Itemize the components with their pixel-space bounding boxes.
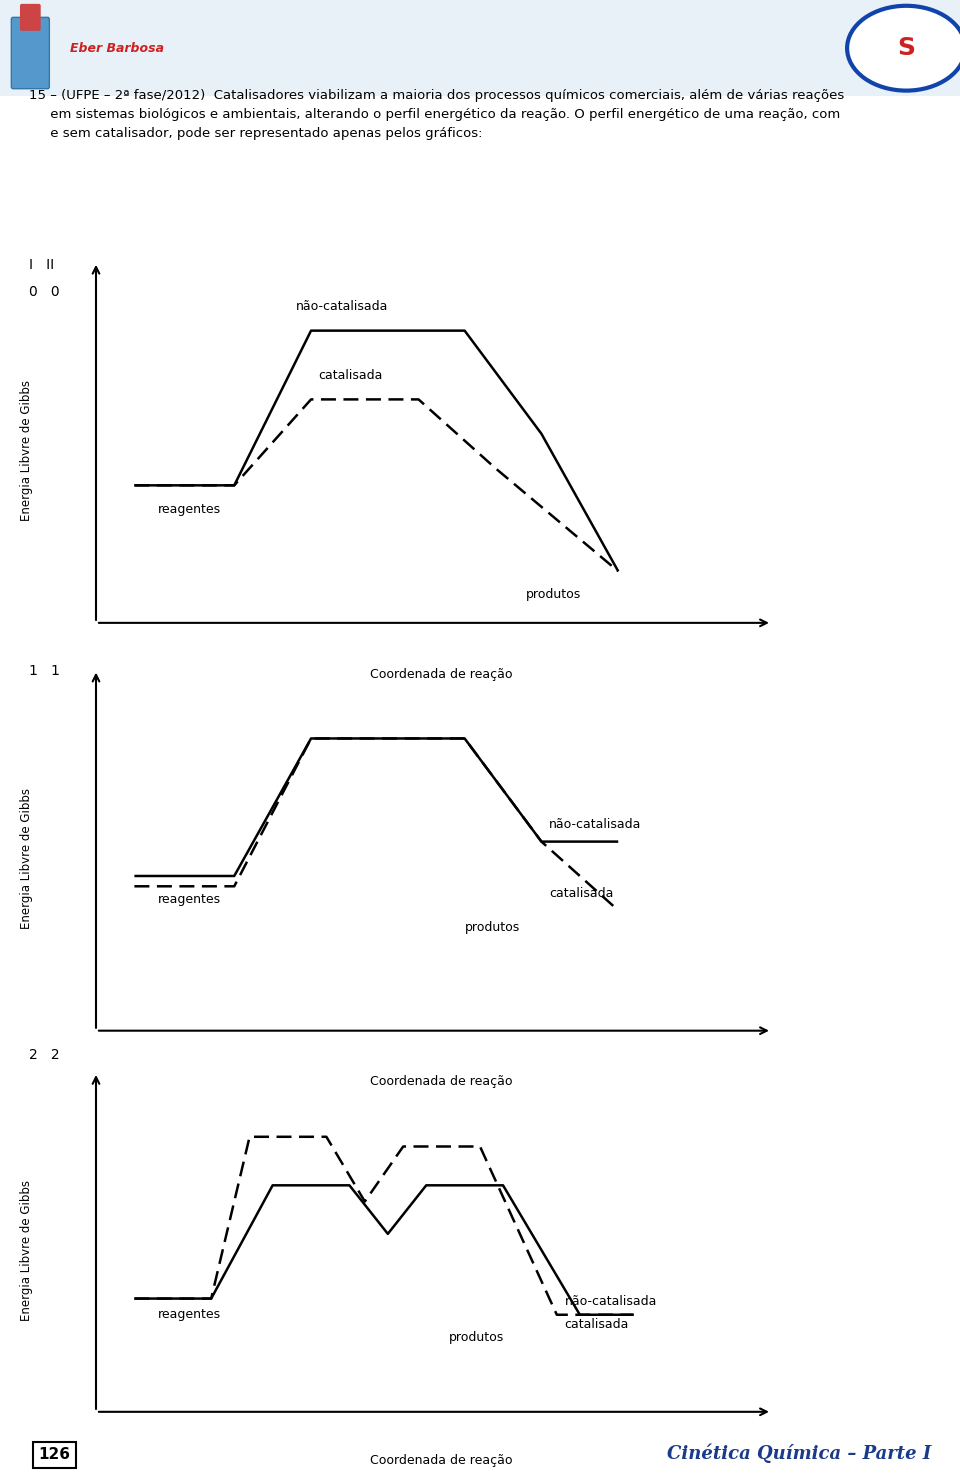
Text: 126: 126 xyxy=(38,1447,70,1462)
Text: produtos: produtos xyxy=(526,589,582,602)
Text: catalisada: catalisada xyxy=(319,369,383,383)
Text: Eber Barbosa: Eber Barbosa xyxy=(70,42,164,55)
Text: 15 – (UFPE – 2ª fase/2012)  Catalisadores viabilizam a maioria dos processos quí: 15 – (UFPE – 2ª fase/2012) Catalisadores… xyxy=(29,89,844,139)
Text: reagentes: reagentes xyxy=(157,503,221,516)
Text: I   II: I II xyxy=(29,258,54,271)
Text: Coordenada de reação: Coordenada de reação xyxy=(371,667,513,681)
Text: 0   0: 0 0 xyxy=(29,285,60,298)
Text: não-catalisada: não-catalisada xyxy=(296,301,388,313)
Text: Coordenada de reação: Coordenada de reação xyxy=(371,1453,513,1467)
Text: Energia Libvre de Gibbs: Energia Libvre de Gibbs xyxy=(20,789,34,930)
FancyBboxPatch shape xyxy=(12,18,49,89)
Text: S: S xyxy=(898,36,915,61)
Text: catalisada: catalisada xyxy=(549,887,613,900)
Text: catalisada: catalisada xyxy=(564,1318,629,1330)
Text: não-catalisada: não-catalisada xyxy=(549,819,641,832)
Text: Energia Libvre de Gibbs: Energia Libvre de Gibbs xyxy=(20,381,34,522)
Text: produtos: produtos xyxy=(449,1330,505,1344)
FancyBboxPatch shape xyxy=(20,4,40,31)
Text: não-catalisada: não-catalisada xyxy=(564,1295,657,1308)
Text: produtos: produtos xyxy=(465,921,520,934)
Text: Coordenada de reação: Coordenada de reação xyxy=(371,1075,513,1089)
Text: Energia Libvre de Gibbs: Energia Libvre de Gibbs xyxy=(20,1179,34,1320)
Text: 2   2: 2 2 xyxy=(29,1048,60,1062)
Text: 1   1: 1 1 xyxy=(29,664,60,678)
Text: reagentes: reagentes xyxy=(157,1308,221,1321)
Text: reagentes: reagentes xyxy=(157,893,221,906)
Text: Cinética Química – Parte I: Cinética Química – Parte I xyxy=(667,1444,931,1464)
Circle shape xyxy=(847,6,960,90)
